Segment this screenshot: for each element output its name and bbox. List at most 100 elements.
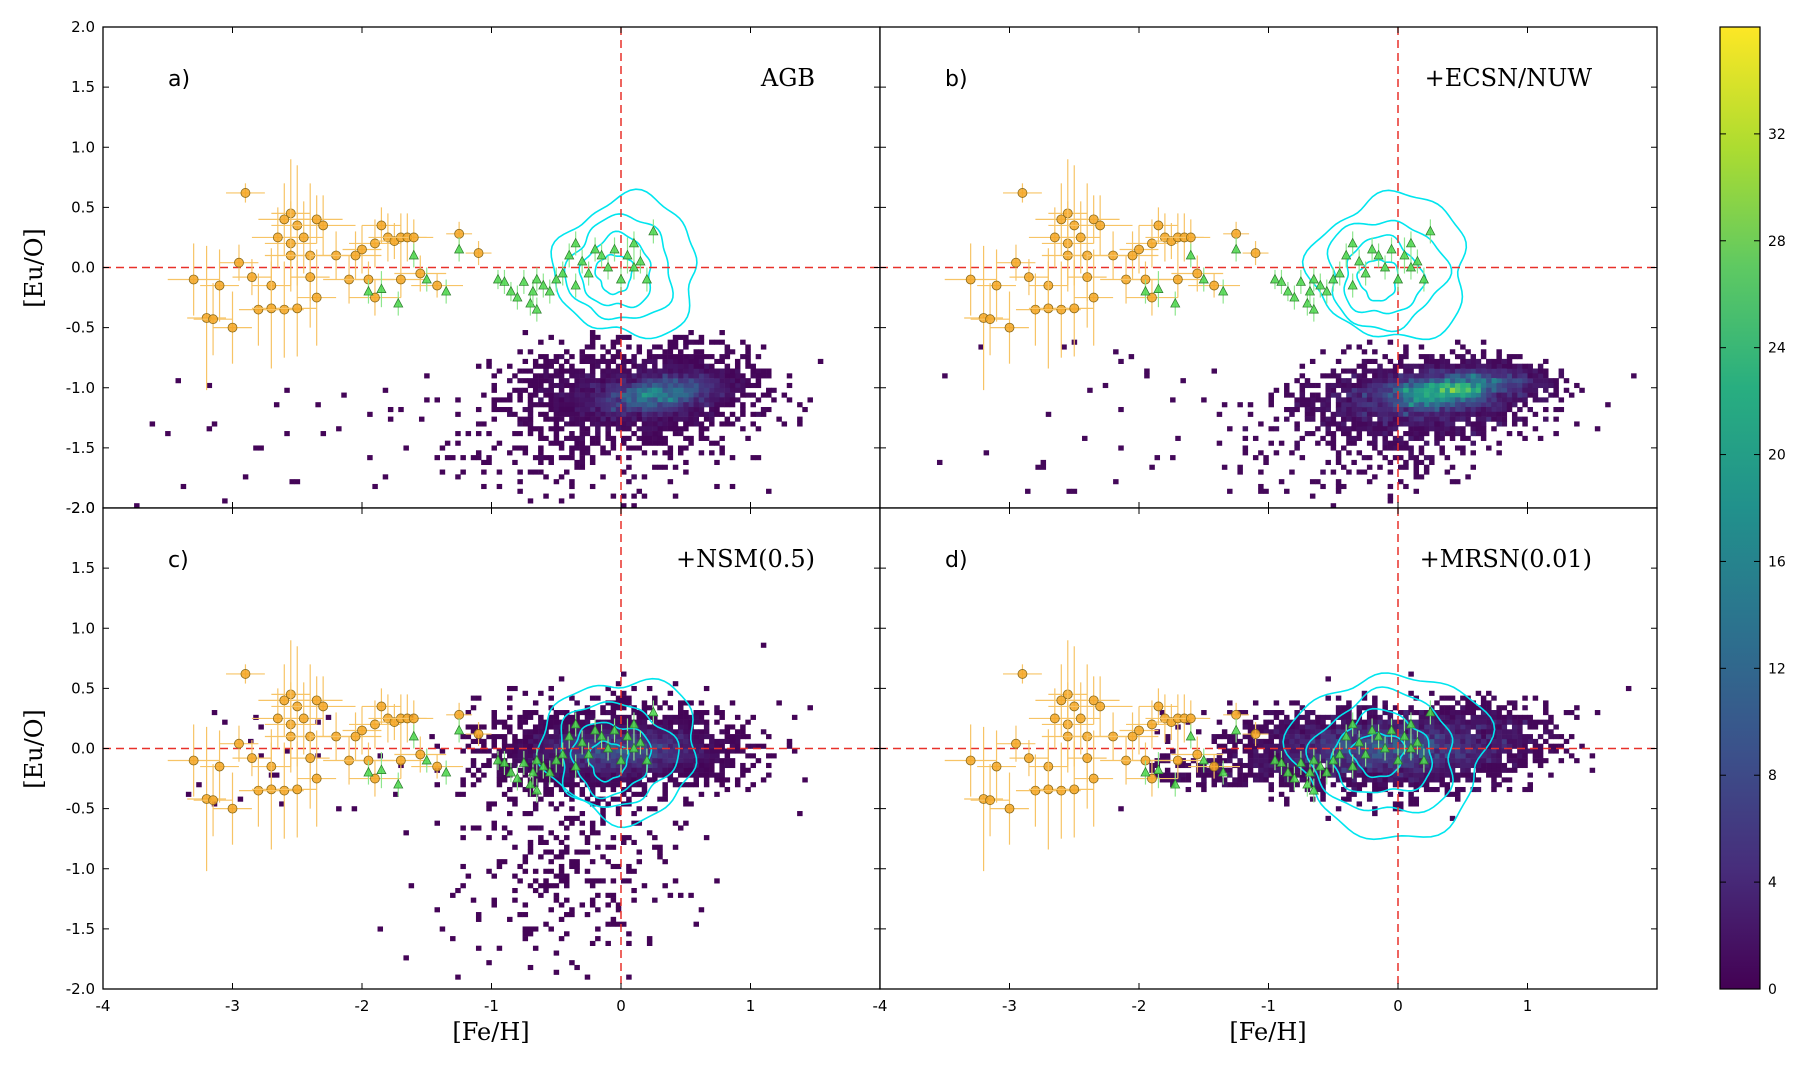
density-cell xyxy=(1346,777,1351,782)
density-cell xyxy=(1336,421,1341,426)
density-cell xyxy=(590,354,595,359)
density-cell xyxy=(523,912,528,917)
density-cell xyxy=(1476,777,1481,782)
density-cell xyxy=(683,393,688,398)
density-cell xyxy=(699,397,704,402)
density-cell xyxy=(605,383,610,388)
density-cell xyxy=(668,407,673,412)
density-cell xyxy=(1460,710,1465,715)
density-cell xyxy=(1502,715,1507,720)
density-cell xyxy=(1258,489,1263,494)
density-cell xyxy=(517,445,522,450)
density-cell xyxy=(657,729,662,734)
density-cell xyxy=(694,777,699,782)
density-cell xyxy=(1434,359,1439,364)
density-cell xyxy=(1439,445,1444,450)
density-cell xyxy=(1517,354,1522,359)
density-cell xyxy=(569,354,574,359)
density-cell xyxy=(1357,705,1362,710)
density-cell xyxy=(1564,388,1569,393)
density-cell xyxy=(580,397,585,402)
density-cell xyxy=(1382,393,1387,398)
density-cell xyxy=(1300,364,1305,369)
density-cell xyxy=(476,777,481,782)
density-cell xyxy=(1481,402,1486,407)
density-cell xyxy=(1398,364,1403,369)
density-cell xyxy=(403,830,408,835)
density-cell xyxy=(1424,383,1429,388)
density-cell xyxy=(1455,431,1460,436)
density-cell xyxy=(1258,739,1263,744)
density-cell xyxy=(678,724,683,729)
density-cell xyxy=(683,340,688,345)
density-cell xyxy=(523,936,528,941)
density-cell xyxy=(1429,417,1434,422)
density-cell xyxy=(1372,710,1377,715)
density-cell xyxy=(1481,724,1486,729)
halo-star-marker xyxy=(474,249,483,258)
density-cell xyxy=(1382,383,1387,388)
density-cell xyxy=(1460,359,1465,364)
density-cell xyxy=(595,421,600,426)
density-cell xyxy=(1481,393,1486,398)
density-cell xyxy=(1035,465,1040,470)
density-cell xyxy=(621,878,626,883)
density-cell xyxy=(1445,720,1450,725)
density-cell xyxy=(1408,792,1413,797)
density-cell xyxy=(735,364,740,369)
density-cell xyxy=(492,373,497,378)
density-cell xyxy=(662,787,667,792)
density-cell xyxy=(1419,383,1424,388)
density-cell xyxy=(771,753,776,758)
density-cell xyxy=(590,373,595,378)
density-cell xyxy=(1439,705,1444,710)
density-cell xyxy=(1263,720,1268,725)
density-cell xyxy=(528,825,533,830)
density-cell xyxy=(688,782,693,787)
density-cell xyxy=(704,412,709,417)
density-cell xyxy=(569,388,574,393)
density-cell xyxy=(1533,749,1538,754)
density-cell xyxy=(673,335,678,340)
y-tick-label: 0.5 xyxy=(71,679,95,697)
density-cell xyxy=(1486,364,1491,369)
density-cell xyxy=(1419,407,1424,412)
density-cell xyxy=(1305,383,1310,388)
density-cell xyxy=(1424,369,1429,374)
density-cell xyxy=(1382,700,1387,705)
density-cell xyxy=(341,393,346,398)
density-cell xyxy=(559,417,564,422)
density-cell xyxy=(497,369,502,374)
density-cell xyxy=(585,450,590,455)
density-cell xyxy=(1502,720,1507,725)
density-cell xyxy=(1367,383,1372,388)
density-cell xyxy=(554,383,559,388)
density-cell xyxy=(1486,734,1491,739)
halo-star-marker xyxy=(254,786,263,795)
density-cell xyxy=(1263,753,1268,758)
density-cell xyxy=(740,393,745,398)
density-cell xyxy=(1528,787,1533,792)
density-cell xyxy=(662,465,667,470)
density-cell xyxy=(683,436,688,441)
density-cell xyxy=(1419,773,1424,778)
density-cell xyxy=(1279,782,1284,787)
x-tick-label: -1 xyxy=(484,997,499,1015)
density-cell xyxy=(662,349,667,354)
density-cell xyxy=(668,383,673,388)
density-cell xyxy=(502,720,507,725)
density-cell xyxy=(1507,378,1512,383)
density-cell xyxy=(657,378,662,383)
density-cell xyxy=(984,450,989,455)
density-cell xyxy=(533,806,538,811)
density-cell xyxy=(1341,417,1346,422)
density-cell xyxy=(1087,388,1092,393)
density-cell xyxy=(792,749,797,754)
density-cell xyxy=(1372,431,1377,436)
density-cell xyxy=(585,402,590,407)
density-cell xyxy=(533,946,538,951)
density-cell xyxy=(694,782,699,787)
density-cell xyxy=(1471,734,1476,739)
density-cell xyxy=(761,393,766,398)
density-cell xyxy=(580,349,585,354)
